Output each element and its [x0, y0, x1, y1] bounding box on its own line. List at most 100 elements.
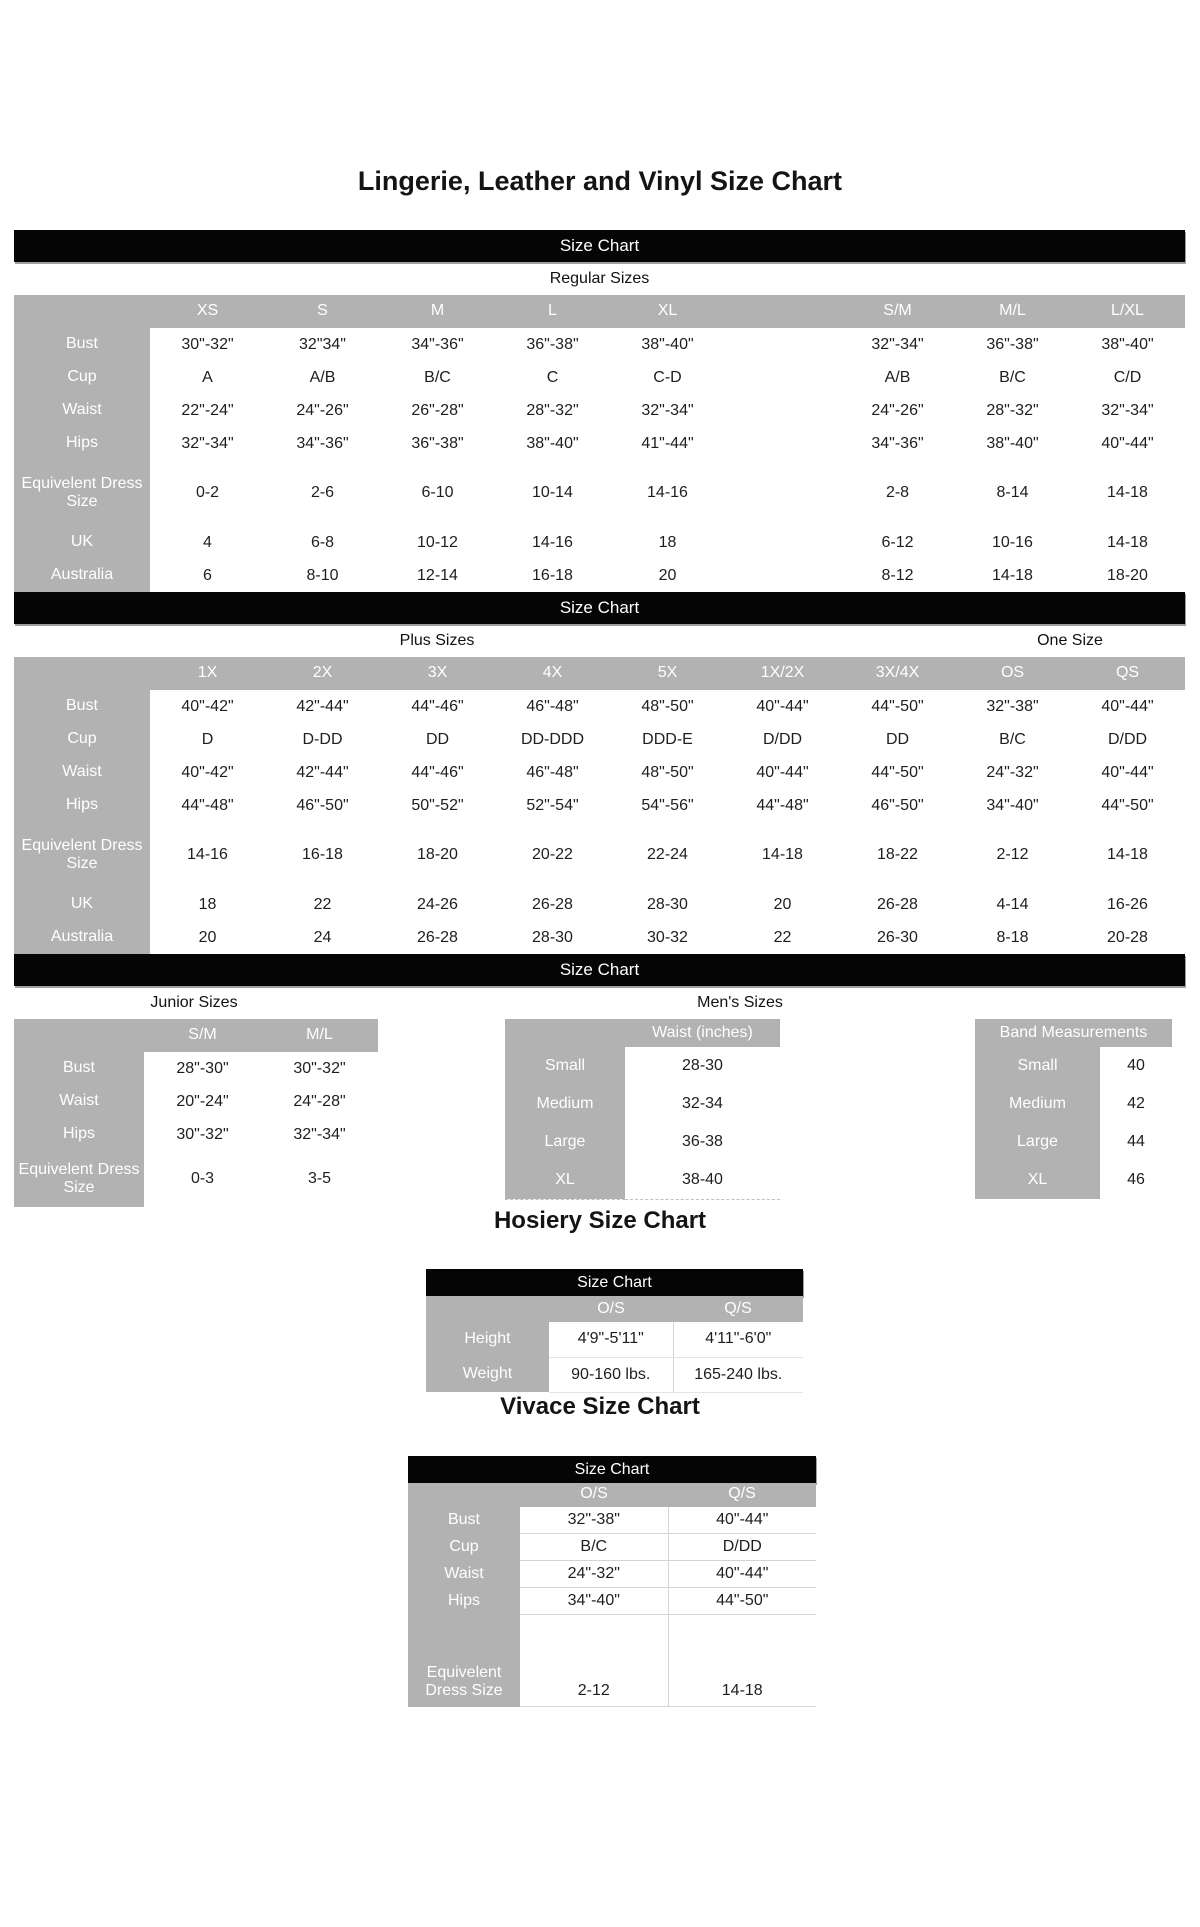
data-cell: 2-12 — [520, 1614, 668, 1707]
size-chart-bar-plus: Size Chart — [14, 592, 1185, 624]
data-cell: 6 — [150, 559, 265, 592]
data-cell: 34"-36" — [265, 427, 380, 460]
data-cell: 36-38 — [625, 1123, 780, 1161]
row-label: Australia — [14, 921, 150, 954]
data-cell: 4 — [150, 526, 265, 559]
data-cell: 16-18 — [265, 822, 380, 888]
row-label: Weight — [426, 1357, 549, 1392]
row-label: Bust — [408, 1506, 520, 1534]
junior-and-mens-tables: S/M M/L Bust 28"-30" 30"-32" Waist 20"-24" 24"-… — [14, 1019, 1185, 1207]
data-cell: B/C — [380, 361, 495, 394]
row-label: Equivelent Dress Size — [408, 1614, 520, 1707]
data-cell: 4-14 — [955, 888, 1070, 921]
row-label: Bust — [14, 690, 150, 723]
data-cell: 16-26 — [1070, 888, 1185, 921]
table-row: XL 46 — [975, 1161, 1172, 1199]
column-header: M/L — [261, 1019, 378, 1052]
data-cell: 165-240 lbs. — [672, 1357, 803, 1393]
row-label: Equivelent Dress Size — [14, 1151, 144, 1207]
page-title: Lingerie, Leather and Vinyl Size Chart — [357, 166, 843, 196]
plus-sizes-table: 1X 2X 3X 4X 5X 1X/2X 3X/4X OS QS Bust 40"-42" 42"-4… — [14, 657, 1185, 954]
column-header: S/M — [144, 1019, 261, 1052]
data-cell: 10-12 — [380, 526, 495, 559]
column-header: M/L — [955, 295, 1070, 328]
data-cell: 46"-50" — [840, 789, 955, 822]
data-cell: 22 — [725, 921, 840, 954]
data-cell: 14-16 — [150, 822, 265, 888]
data-cell: 30"-32" — [261, 1052, 378, 1085]
column-header: 1X — [150, 657, 265, 690]
table-row: Equivelent Dress Size 2-12 14-18 — [408, 1614, 816, 1707]
row-label: Small — [975, 1047, 1100, 1085]
data-cell: 42 — [1100, 1085, 1172, 1123]
table-row: Bust 40"-42" 42"-44" 44"-46" 46"-48" 48"-50" 4… — [14, 690, 1185, 723]
table-row: Cup B/C D/DD — [408, 1533, 816, 1561]
column-header: O/S — [520, 1482, 668, 1507]
data-cell: 28-30 — [610, 888, 725, 921]
row-label: Medium — [975, 1085, 1100, 1123]
table-row: UK 4 6-8 10-12 14-16 18 6-12 10-16 14-18 — [14, 526, 1185, 559]
plus-sizes-label: Plus Sizes — [399, 632, 475, 649]
data-cell: C/D — [1070, 361, 1185, 394]
data-cell: 48"-50" — [610, 690, 725, 723]
row-label: Medium — [505, 1085, 625, 1123]
data-cell: 38"-40" — [610, 328, 725, 361]
table-row: Waist 24"-32" 40"-44" — [408, 1560, 816, 1588]
column-header-row: O/S Q/S — [408, 1482, 816, 1507]
row-label: Waist — [408, 1560, 520, 1588]
column-header: OS — [955, 657, 1070, 690]
data-cell: 10-16 — [955, 526, 1070, 559]
data-cell: A/B — [840, 361, 955, 394]
column-header-row: S/M M/L — [14, 1019, 378, 1052]
data-cell: 20-22 — [495, 822, 610, 888]
data-cell: 8-14 — [955, 460, 1070, 526]
data-cell: 40"-44" — [667, 1560, 816, 1588]
data-cell: 14-16 — [495, 526, 610, 559]
mens-band-measurements-table: Band Measurements Small 40 Medium 42 Large 44 X… — [975, 1019, 1172, 1199]
data-cell: 26-28 — [380, 921, 495, 954]
data-cell: 32"-34" — [1070, 394, 1185, 427]
junior-sizes-label: Junior Sizes — [150, 994, 238, 1011]
table-row: Equivelent Dress Size 14-16 16-18 18-20 20-2… — [14, 822, 1185, 888]
size-chart-bar-regular: Size Chart — [14, 230, 1185, 262]
table-row: Large 36-38 — [505, 1123, 780, 1161]
table-row: Bust 32"-38" 40"-44" — [408, 1506, 816, 1534]
row-label: UK — [14, 888, 150, 921]
data-cell — [725, 559, 840, 592]
data-cell: 48"-50" — [610, 756, 725, 789]
junior-sizes-table: S/M M/L Bust 28"-30" 30"-32" Waist 20"-24" 24"-… — [14, 1019, 378, 1207]
data-cell: 42"-44" — [265, 690, 380, 723]
data-cell: 30"-32" — [150, 328, 265, 361]
data-cell: 54"-56" — [610, 789, 725, 822]
corner-cell — [14, 657, 150, 690]
data-cell: 44"-48" — [150, 789, 265, 822]
data-cell: 34"-40" — [955, 789, 1070, 822]
table-row: Bust 28"-30" 30"-32" — [14, 1052, 378, 1085]
data-cell: 26-28 — [840, 888, 955, 921]
data-cell: 24"-28" — [261, 1085, 378, 1118]
row-label: Hips — [14, 789, 150, 822]
size-chart-bar-vivace: Size Chart — [408, 1455, 816, 1483]
size-chart-bar-junior-mens: Size Chart — [14, 954, 1185, 986]
size-chart-bar-label: Size Chart — [574, 1460, 650, 1478]
column-header-row: XS S M L XL S/M M/L L/XL — [14, 295, 1185, 328]
column-header: Q/S — [673, 1296, 803, 1322]
row-label: Hips — [14, 427, 150, 460]
data-cell: D-DD — [265, 723, 380, 756]
table-row: Hips 44"-48" 46"-50" 50"-52" 52"-54" 54"-56" 4… — [14, 789, 1185, 822]
table-row: Height 4'9"-5'11" 4'11"-6'0" — [426, 1322, 803, 1358]
data-cell: 44"-50" — [840, 756, 955, 789]
column-header: XL — [610, 295, 725, 328]
data-cell: 10-14 — [495, 460, 610, 526]
data-cell: 40"-44" — [725, 690, 840, 723]
table-row: Weight 90-160 lbs. 165-240 lbs. — [426, 1357, 803, 1393]
data-cell: 18-20 — [1070, 559, 1185, 592]
data-cell: 44"-50" — [840, 690, 955, 723]
data-cell: 2-8 — [840, 460, 955, 526]
row-label: Hips — [408, 1587, 520, 1615]
table-row: Waist 20"-24" 24"-28" — [14, 1085, 378, 1118]
vivace-size-chart: Size Chart O/S Q/S Bust 32"-38" 40"-44" Cup B/… — [408, 1455, 816, 1707]
table-row: Medium 32-34 — [505, 1085, 780, 1123]
table-row: Waist 40"-42" 42"-44" 44"-46" 46"-48" 48"-50"… — [14, 756, 1185, 789]
corner-cell — [408, 1482, 520, 1507]
